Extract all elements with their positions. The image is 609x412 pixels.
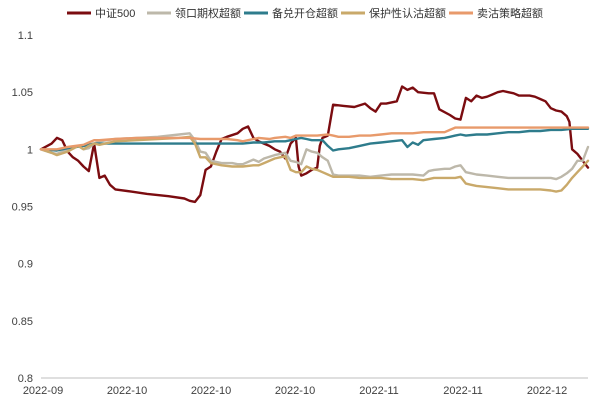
x-tick-label: 2022-09 [23,385,63,397]
y-tick-label: 0.9 [18,259,33,271]
legend-label: 领口期权超额 [175,6,241,20]
legend: 中证500 领口期权超额 备兑开仓超额 保护性认沽超额 卖沽策略超额 [67,6,543,20]
x-tick-label: 2022-10 [275,385,315,397]
legend-label: 中证500 [95,7,135,20]
y-tick-label: 1.1 [18,30,33,42]
x-tick-label: 2022-10 [191,385,231,397]
legend-label: 卖沽策略超额 [477,6,543,20]
y-tick-label: 0.8 [18,373,33,385]
y-axis: 0.8 0.85 0.9 0.95 1 1.05 1.1 [12,30,33,385]
y-tick-label: 0.85 [12,316,33,328]
x-axis: 2022-09 2022-10 2022-10 2022-10 2022-11 2022-… [23,377,588,397]
x-tick-label: 2022-11 [443,385,483,397]
legend-label: 保护性认沽超额 [369,6,446,20]
series-line-2 [39,127,590,152]
series-line-0 [39,85,590,204]
plot-area [39,85,590,204]
series-line-4 [39,126,590,151]
series-line-3 [39,135,590,193]
y-tick-label: 0.95 [12,202,33,214]
x-tick-label: 2022-12 [527,385,567,397]
y-tick-label: 1 [27,144,33,156]
series-line-1 [39,132,590,181]
x-tick-label: 2022-10 [107,385,147,397]
x-tick-label: 2022-11 [359,385,399,397]
legend-label: 备兑开仓超额 [272,6,338,20]
y-tick-label: 1.05 [12,87,33,99]
